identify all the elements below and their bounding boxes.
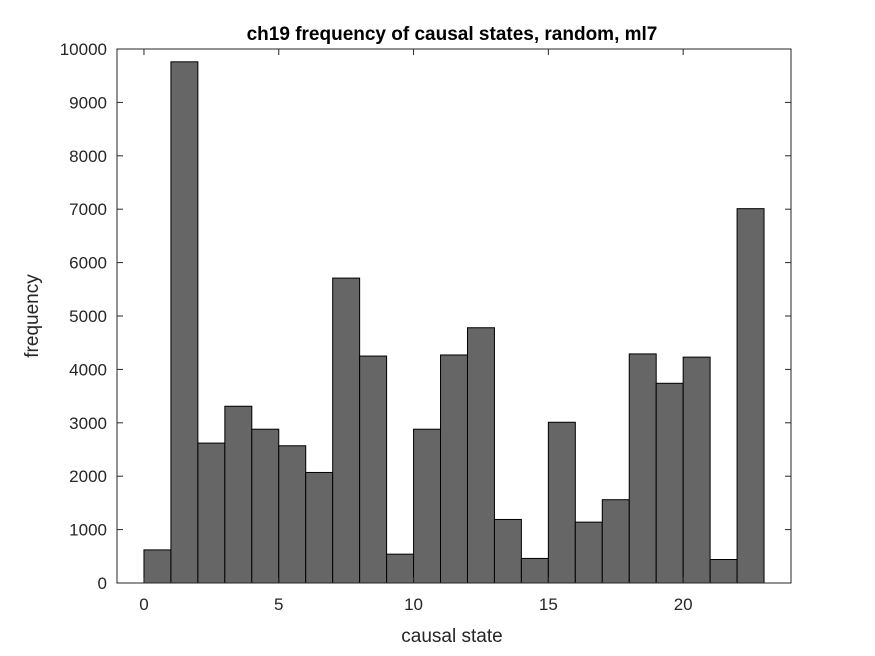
- bars-group: [143, 61, 765, 584]
- histogram-bar: [601, 499, 630, 584]
- histogram-bar: [736, 208, 765, 584]
- histogram-bar: [709, 559, 738, 584]
- histogram-bar: [574, 521, 603, 584]
- histogram-bar: [305, 471, 334, 584]
- histogram-bar: [413, 428, 442, 584]
- y-tick-label: 0: [98, 574, 107, 593]
- histogram-bar: [332, 277, 361, 584]
- histogram-bar: [520, 557, 549, 584]
- histogram-bar: [493, 518, 522, 584]
- y-tick-label: 10000: [60, 40, 107, 59]
- histogram-bar: [251, 428, 280, 584]
- y-tick-label: 2000: [69, 467, 107, 486]
- x-axis: 0 5 10 15 20: [139, 49, 693, 614]
- histogram-bar: [682, 356, 711, 584]
- x-axis-label: causal state: [401, 626, 502, 647]
- histogram-bar: [466, 327, 495, 584]
- y-tick-label: 9000: [69, 93, 107, 112]
- histogram-bar: [386, 553, 415, 584]
- histogram-bar: [655, 382, 684, 584]
- y-tick-label: 7000: [69, 200, 107, 219]
- histogram-bar: [628, 353, 657, 584]
- histogram-bar: [143, 549, 172, 584]
- x-tick-label: 0: [139, 595, 148, 614]
- histogram-bar: [224, 405, 253, 584]
- y-axis: 0 1000 2000 3000 4000 5000 6000 7000 8000 9000 100…: [60, 40, 791, 593]
- histogram-bar: [547, 421, 576, 584]
- histogram-bar: [170, 61, 199, 584]
- x-tick-label: 10: [404, 595, 423, 614]
- x-tick-label: 20: [674, 595, 693, 614]
- y-tick-label: 5000: [69, 307, 107, 326]
- y-tick-label: 6000: [69, 254, 107, 273]
- x-tick-label: 5: [274, 595, 283, 614]
- y-tick-label: 4000: [69, 360, 107, 379]
- histogram-bar: [197, 442, 226, 584]
- y-tick-label: 8000: [69, 147, 107, 166]
- histogram-bar: [359, 355, 388, 584]
- chart-title: ch19 frequency of causal states, random,…: [247, 24, 658, 45]
- y-tick-label: 3000: [69, 414, 107, 433]
- y-axis-label: frequency: [22, 274, 43, 358]
- x-tick-label: 15: [539, 595, 558, 614]
- histogram-bar: [278, 445, 307, 584]
- histogram-bar: [440, 354, 468, 584]
- y-tick-label: 1000: [69, 521, 107, 540]
